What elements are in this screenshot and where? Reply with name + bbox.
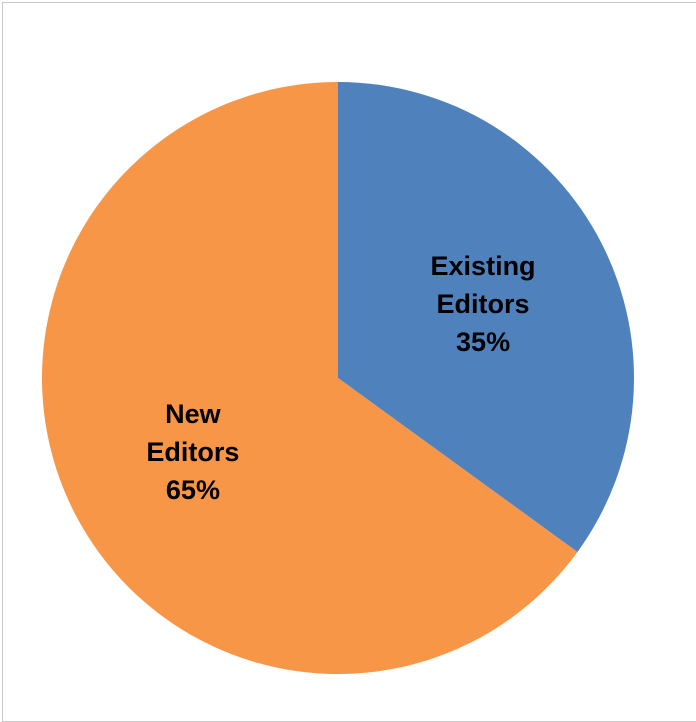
- slice-name-line: Existing: [431, 251, 536, 281]
- pie-labels: Existing Editors 35% New Editors 65%: [146, 251, 535, 505]
- pie-slice-new-editors: [42, 82, 578, 674]
- pie-slice-existing-editors: [338, 82, 634, 552]
- slice-name-line: New: [165, 399, 222, 429]
- slice-value-label: 65%: [166, 475, 220, 505]
- slice-name-line: Editors: [146, 437, 239, 467]
- slice-label-existing-editors: Existing Editors 35%: [431, 251, 536, 357]
- slice-value-label: 35%: [456, 327, 510, 357]
- pie-slices: [42, 82, 634, 674]
- slice-label-new-editors: New Editors 65%: [146, 399, 239, 505]
- slice-name-line: Editors: [437, 289, 530, 319]
